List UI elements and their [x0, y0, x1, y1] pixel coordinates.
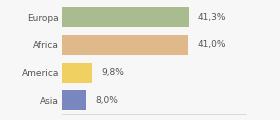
Bar	[62, 35, 188, 55]
Text: 8,0%: 8,0%	[95, 96, 118, 105]
Bar	[62, 63, 92, 83]
Bar	[62, 90, 86, 110]
Text: 41,0%: 41,0%	[197, 41, 226, 49]
Text: 41,3%: 41,3%	[198, 13, 227, 22]
Text: 9,8%: 9,8%	[101, 68, 124, 77]
Bar	[62, 7, 189, 27]
